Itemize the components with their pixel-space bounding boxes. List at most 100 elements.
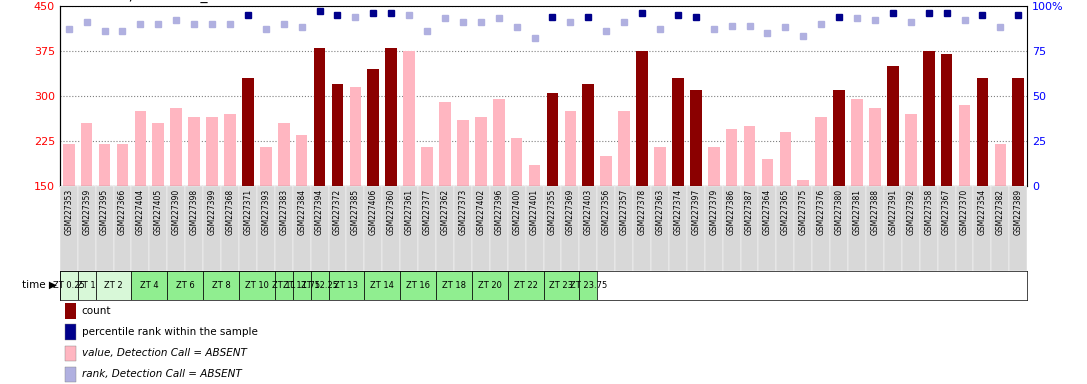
Text: GSM227404: GSM227404 — [136, 189, 145, 235]
Text: GSM227383: GSM227383 — [279, 189, 288, 235]
Text: GSM227358: GSM227358 — [924, 189, 933, 235]
Bar — [704, 186, 723, 271]
Bar — [526, 186, 544, 271]
Bar — [508, 186, 526, 271]
Text: ZT 16: ZT 16 — [407, 281, 430, 290]
Text: GSM227376: GSM227376 — [816, 189, 826, 235]
Bar — [528, 165, 540, 186]
Text: GSM227398: GSM227398 — [189, 189, 199, 235]
Text: GSM227369: GSM227369 — [566, 189, 575, 235]
Bar — [403, 51, 415, 186]
Bar — [776, 186, 795, 271]
Text: ZT 12.25: ZT 12.25 — [301, 281, 338, 290]
Bar — [492, 99, 504, 186]
Text: GSM227353: GSM227353 — [64, 189, 73, 235]
Bar — [149, 186, 167, 271]
Text: GSM227401: GSM227401 — [530, 189, 539, 235]
Text: GSM227400: GSM227400 — [512, 189, 521, 235]
Bar — [275, 271, 292, 300]
Bar — [239, 186, 257, 271]
Bar — [224, 114, 236, 186]
Bar — [959, 105, 971, 186]
Text: ZT 22: ZT 22 — [514, 281, 538, 290]
Text: GSM227377: GSM227377 — [423, 189, 432, 235]
Bar — [669, 186, 687, 271]
Bar — [672, 78, 684, 186]
Text: ZT 8: ZT 8 — [212, 281, 230, 290]
Text: GSM227354: GSM227354 — [978, 189, 987, 235]
Bar — [583, 84, 595, 186]
Bar — [812, 186, 830, 271]
Bar — [239, 271, 275, 300]
Bar — [472, 186, 490, 271]
Bar — [511, 138, 523, 186]
Bar — [418, 186, 436, 271]
Bar — [708, 147, 720, 186]
Text: GSM227366: GSM227366 — [118, 189, 127, 235]
Bar — [884, 186, 902, 271]
Bar — [851, 99, 863, 186]
Text: ZT 20: ZT 20 — [478, 281, 502, 290]
Text: GSM227384: GSM227384 — [297, 189, 307, 235]
Bar — [759, 186, 776, 271]
Bar — [96, 271, 132, 300]
Bar — [740, 186, 759, 271]
Text: GSM227378: GSM227378 — [638, 189, 647, 235]
Text: GSM227367: GSM227367 — [942, 189, 951, 235]
Bar — [690, 90, 701, 186]
Bar — [887, 66, 899, 186]
Bar — [278, 123, 289, 186]
Text: GSM227397: GSM227397 — [691, 189, 700, 235]
Text: GSM227399: GSM227399 — [208, 189, 216, 235]
Text: GSM227360: GSM227360 — [387, 189, 396, 235]
Bar — [472, 271, 508, 300]
Bar — [99, 144, 111, 186]
Bar — [991, 186, 1010, 271]
Bar — [311, 186, 328, 271]
Text: ZT 0.25: ZT 0.25 — [53, 281, 85, 290]
Bar — [242, 78, 253, 186]
Text: GSM227374: GSM227374 — [673, 189, 683, 235]
Text: GDS3084 / 1372686_at: GDS3084 / 1372686_at — [60, 0, 222, 3]
Bar — [328, 271, 364, 300]
Bar — [383, 186, 400, 271]
Bar — [60, 271, 77, 300]
Bar — [132, 271, 167, 300]
Bar — [564, 111, 576, 186]
Bar — [636, 51, 648, 186]
Bar — [367, 69, 379, 186]
Text: GSM227363: GSM227363 — [655, 189, 664, 235]
Bar — [905, 114, 916, 186]
Bar — [938, 186, 955, 271]
Text: GSM227356: GSM227356 — [602, 189, 611, 235]
Bar — [63, 144, 75, 186]
Bar — [1010, 186, 1027, 271]
Text: GSM227395: GSM227395 — [100, 189, 109, 235]
Bar — [260, 147, 272, 186]
Bar — [633, 186, 651, 271]
Text: GSM227368: GSM227368 — [225, 189, 235, 235]
Bar — [364, 186, 383, 271]
Bar — [350, 87, 361, 186]
Bar — [600, 156, 612, 186]
Bar — [762, 159, 773, 186]
Text: GSM227406: GSM227406 — [368, 189, 378, 235]
Bar — [116, 144, 128, 186]
Bar — [974, 186, 991, 271]
Text: GSM227393: GSM227393 — [261, 189, 271, 235]
Text: GSM227361: GSM227361 — [404, 189, 414, 235]
Text: GSM227387: GSM227387 — [745, 189, 754, 235]
Text: ZT 23.75: ZT 23.75 — [570, 281, 607, 290]
Bar — [561, 186, 579, 271]
Bar — [454, 186, 472, 271]
Text: GSM227403: GSM227403 — [584, 189, 592, 235]
Bar — [77, 271, 96, 300]
Text: ZT 23: ZT 23 — [549, 281, 574, 290]
Bar — [815, 117, 827, 186]
Text: GSM227364: GSM227364 — [763, 189, 772, 235]
Text: GSM227371: GSM227371 — [243, 189, 252, 235]
Bar — [296, 135, 308, 186]
Text: GSM227390: GSM227390 — [172, 189, 180, 235]
Text: GSM227394: GSM227394 — [315, 189, 324, 235]
Bar — [221, 186, 239, 271]
